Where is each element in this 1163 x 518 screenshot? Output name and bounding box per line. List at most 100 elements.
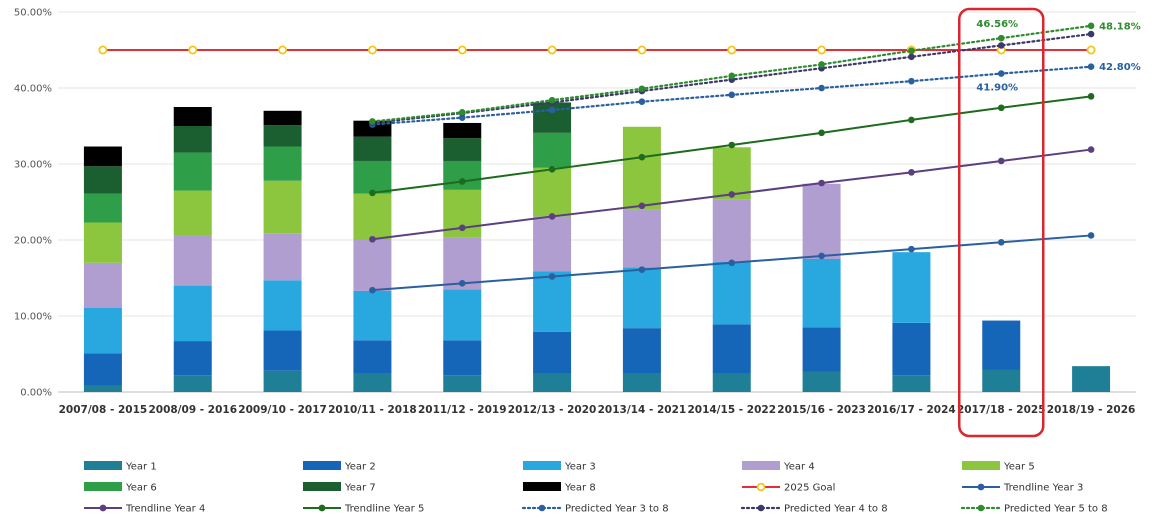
bar-segment — [443, 122, 482, 139]
x-tick-label: 2013/14 - 2021 — [598, 404, 687, 416]
line-point — [908, 116, 915, 124]
line-point — [369, 286, 376, 294]
x-tick-label: 2016/17 - 2024 — [867, 404, 956, 416]
legend-swatch — [742, 461, 780, 470]
bar-segment — [83, 222, 122, 263]
line-point — [458, 280, 466, 287]
bar-segment — [712, 262, 751, 325]
line-point — [818, 61, 825, 68]
data-label: 46.56% — [976, 19, 1018, 30]
legend-label: Predicted Year 5 to 8 — [1004, 504, 1108, 515]
bar-segment — [533, 216, 572, 272]
line-point — [458, 224, 466, 232]
bar-segment — [263, 280, 302, 331]
bar-segment — [622, 328, 661, 373]
legend-label: Trendline Year 3 — [1003, 483, 1083, 494]
line-point — [908, 47, 915, 55]
legend-marker — [99, 504, 107, 512]
bar-segment — [83, 262, 122, 308]
line-point — [908, 77, 915, 85]
legend-marker — [757, 504, 765, 512]
line-point — [367, 45, 377, 55]
bar-segment — [83, 193, 122, 223]
legend-label: Year 7 — [344, 483, 376, 494]
y-tick-label: 10.00% — [14, 312, 52, 323]
bar-segment — [1072, 366, 1111, 392]
y-tick-label: 20.00% — [14, 236, 52, 247]
legend-marker — [538, 504, 546, 512]
line-point — [728, 141, 736, 149]
line-point — [997, 42, 1005, 49]
line-point — [458, 114, 466, 121]
line-point — [369, 235, 376, 243]
bar-segment — [802, 259, 841, 328]
bar-segment — [533, 167, 572, 217]
legend-marker — [977, 483, 985, 491]
line-point — [638, 153, 646, 161]
bar-segment — [353, 373, 392, 392]
line-point — [1087, 232, 1095, 239]
legend-marker — [756, 482, 766, 492]
y-tick-label: 30.00% — [14, 160, 52, 171]
bar-segment — [712, 199, 751, 263]
bar-segment — [892, 322, 931, 376]
line-point — [728, 259, 736, 267]
bar-segment — [353, 340, 392, 373]
y-tick-label: 40.00% — [14, 84, 52, 95]
line-point — [98, 45, 108, 55]
line-point — [997, 70, 1005, 77]
bar-segment — [712, 324, 751, 373]
bar-segment — [533, 271, 572, 332]
data-label: 41.90% — [976, 83, 1018, 94]
bar-segment — [802, 327, 841, 372]
series-lines — [98, 22, 1096, 294]
line-point — [369, 118, 376, 125]
line-point — [997, 34, 1005, 42]
line-point — [728, 72, 736, 80]
legend-label: Year 1 — [125, 462, 157, 473]
bar-segment — [443, 340, 482, 376]
bar-segment — [533, 331, 572, 373]
line-point — [278, 45, 288, 55]
line-point — [818, 252, 825, 260]
bar-segment — [263, 110, 302, 126]
highlight-box — [958, 7, 1045, 438]
line-point — [997, 238, 1005, 246]
bar-segment — [622, 209, 661, 268]
line-point — [637, 45, 647, 55]
line-point — [638, 98, 646, 105]
line-point — [548, 273, 556, 280]
legend-label: Trendline Year 5 — [344, 504, 424, 515]
line-point — [458, 109, 466, 116]
bar-segment — [173, 190, 212, 236]
bar-segment — [173, 341, 212, 376]
x-tick-label: 2008/09 - 2016 — [148, 404, 237, 416]
bar-segment — [443, 289, 482, 341]
x-tick-label: 2014/15 - 2022 — [687, 404, 776, 416]
line-point — [818, 84, 825, 92]
bar-segment — [173, 152, 212, 191]
bar-segment — [712, 373, 751, 392]
line-point — [908, 53, 915, 61]
bar-segment — [353, 240, 392, 291]
bar-segment — [263, 370, 302, 392]
line-point — [727, 45, 737, 55]
legend-label: 2025 Goal — [784, 483, 835, 494]
legend-marker — [977, 504, 985, 512]
legend-label: Predicted Year 4 to 8 — [784, 504, 888, 515]
legend-label: Year 2 — [344, 462, 376, 473]
line-point — [1086, 45, 1096, 55]
bar-segment — [982, 369, 1021, 392]
y-tick-label: 50.00% — [14, 8, 52, 19]
x-tick-label: 2018/19 - 2026 — [1047, 404, 1136, 416]
bar-segment — [353, 193, 392, 240]
bar-segment — [263, 146, 302, 181]
y-axis: 0.00% 10.00% 20.00% 30.00% 40.00% 50.00% — [14, 8, 52, 399]
line-point — [548, 166, 556, 173]
bar-segment — [802, 183, 841, 259]
bar-segment — [83, 307, 122, 354]
legend-swatch — [303, 482, 341, 491]
line-point — [1087, 63, 1095, 71]
legend-label: Year 8 — [564, 483, 596, 494]
line-point — [188, 45, 198, 55]
